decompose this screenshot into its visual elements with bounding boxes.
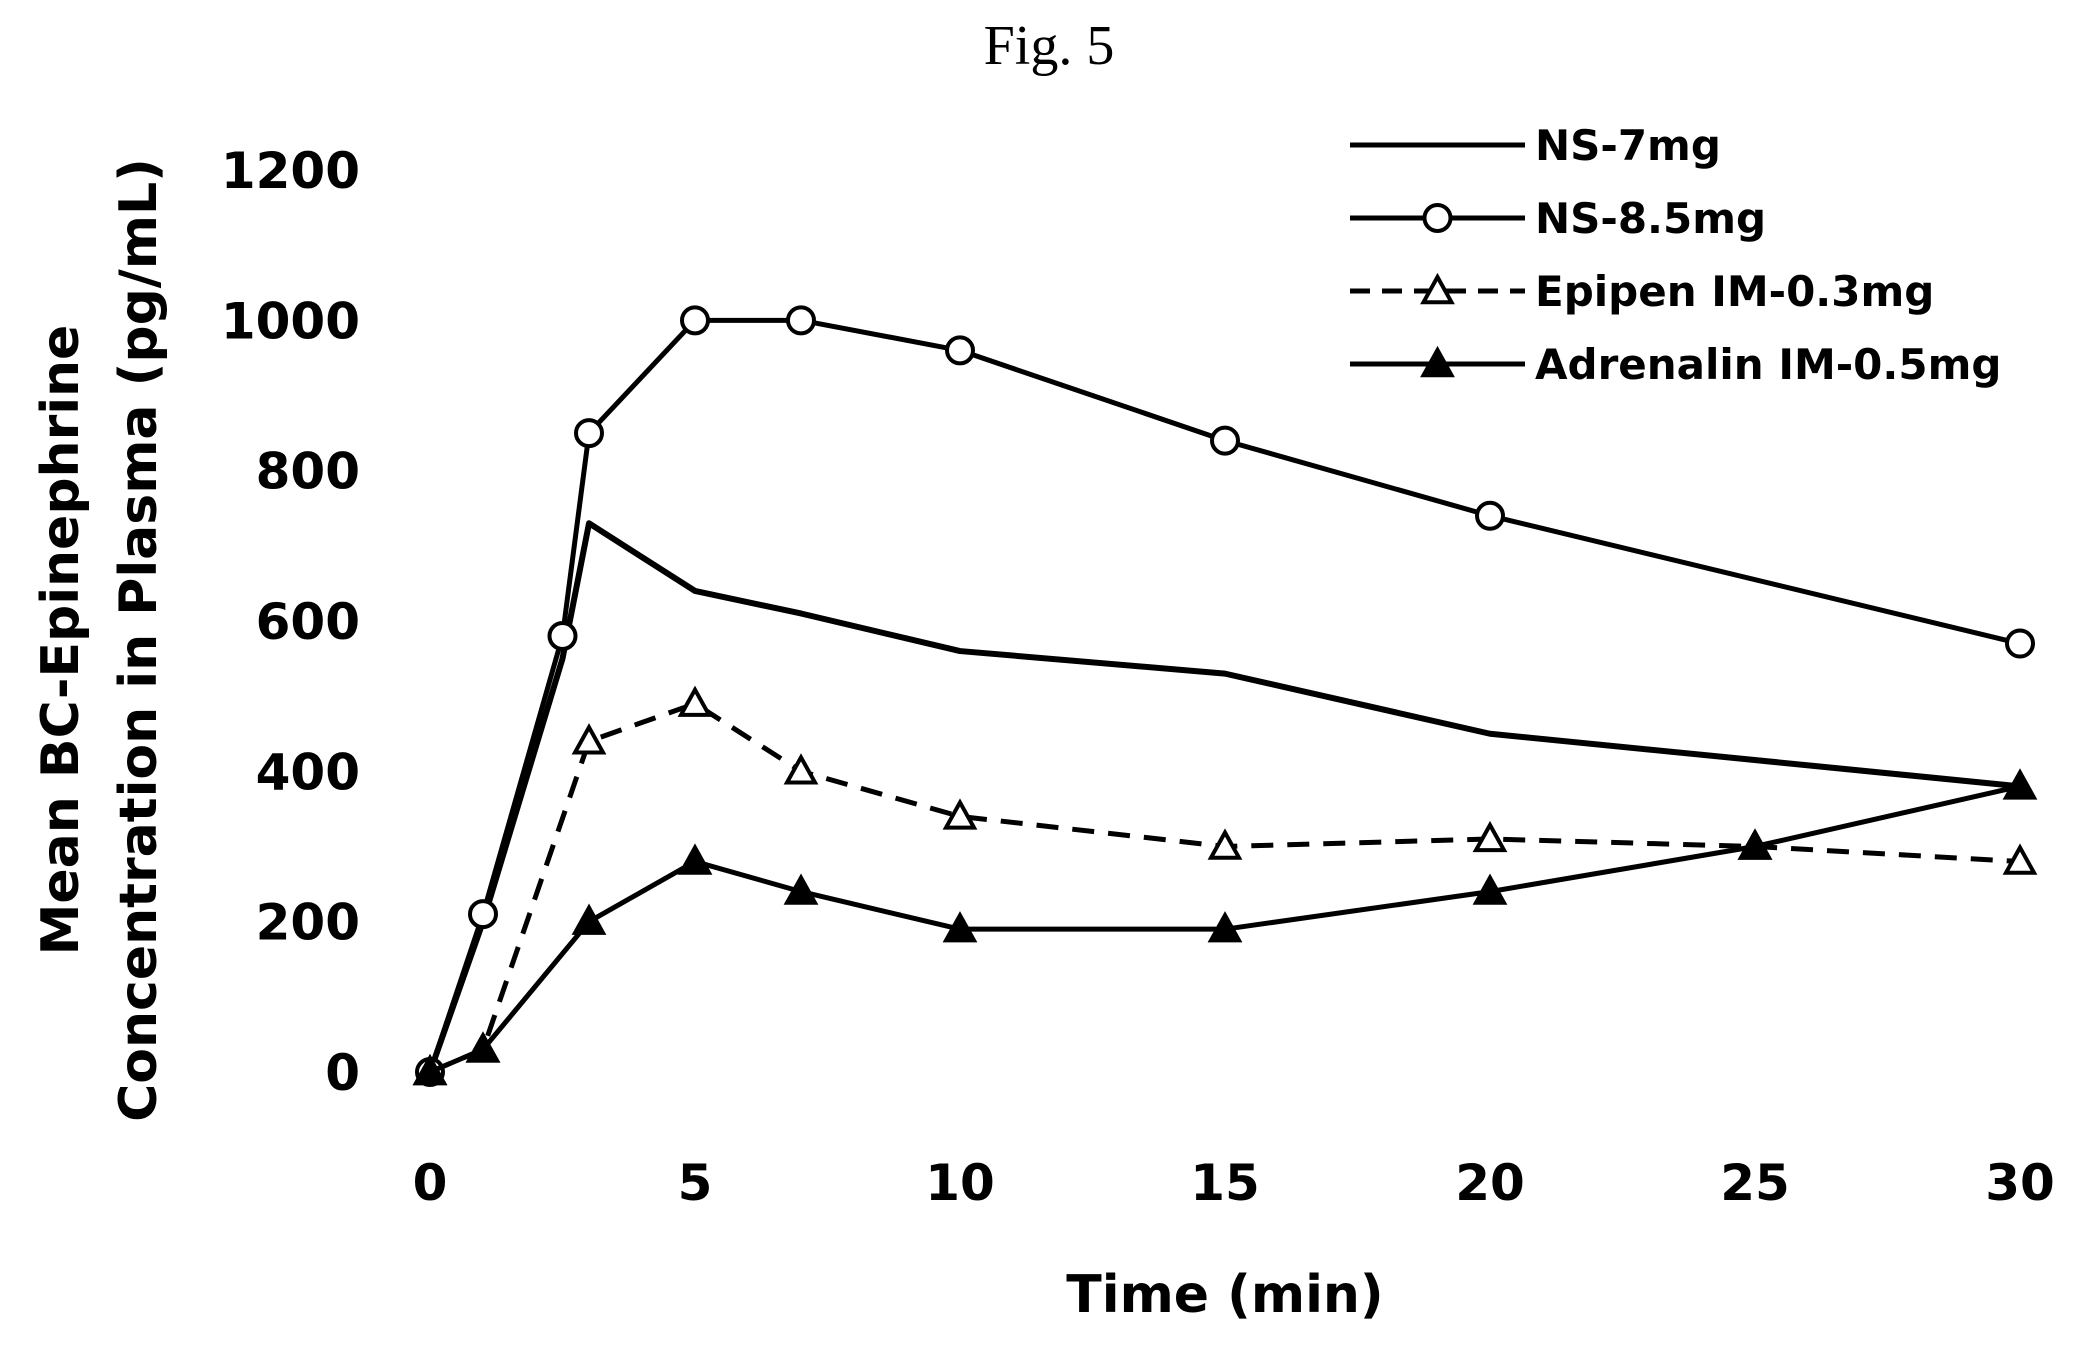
x-tick-label: 0 [413,1154,448,1212]
legend-item: NS-8.5mg [1350,194,1766,243]
series-adrenalin-im-0-5mg [412,768,2038,1086]
legend-label: NS-7mg [1535,121,1721,170]
data-point [468,899,498,930]
legend-item: Epipen IM-0.3mg [1350,267,1934,316]
legend-item: NS-7mg [1350,121,1721,170]
legend-label: NS-8.5mg [1535,194,1766,243]
x-tick-label: 25 [1720,1154,1790,1212]
data-point [1207,911,1243,943]
data-point [942,798,978,830]
y-axis-tick-labels: 0 200 400 600 800 1000 1200 [221,142,360,1102]
data-point [945,335,975,366]
x-tick-label: 10 [925,1154,995,1212]
series-epipen-im-0-3mg [412,685,2038,1086]
data-point [1210,425,1240,456]
data-point [942,911,978,943]
data-point [547,621,578,652]
data-point [677,685,713,717]
data-point [412,1053,448,1086]
data-point [465,1031,501,1063]
data-point [574,418,604,449]
x-tick-label: 5 [678,1154,713,1212]
legend: NS-7mg NS-8.5mg Epipen IM-0.3mg Adrenalin I… [1350,121,2001,389]
y-axis-title: Mean BC-Epinephrine Concentration in Plas… [31,158,169,1122]
y-tick-label: 1200 [221,142,360,200]
data-point [1420,345,1455,378]
y-tick-label: 800 [256,443,360,501]
data-point [1737,828,1773,860]
series-ns-8-5mg [415,305,2035,1087]
y-tick-label: 200 [256,894,360,952]
y-tick-label: 600 [256,593,360,651]
x-axis-title-text: Time (min) [1066,1265,1383,1325]
data-point [677,843,713,875]
data-point [1207,828,1243,860]
x-tick-label: 20 [1455,1154,1525,1212]
data-point [680,305,710,336]
data-point [1475,500,1505,531]
data-point [1420,272,1455,305]
data-point [2002,768,2038,800]
data-point [1472,873,1508,905]
x-tick-label: 15 [1190,1154,1260,1212]
legend-item: Adrenalin IM-0.5mg [1350,340,2001,389]
data-point [2005,628,2035,659]
x-axis-title: Time (min) [1066,1265,1383,1325]
data-point [786,305,816,336]
y-axis-title-line-2: Concentration in Plasma (pg/mL) [109,158,169,1122]
data-point [783,753,819,785]
data-point [2002,843,2038,875]
legend-label: Epipen IM-0.3mg [1535,267,1934,316]
figure-title: Fig. 5 [983,15,1115,77]
y-tick-label: 1000 [221,292,360,350]
x-axis-tick-labels: 0 5 10 15 20 25 30 [413,1154,2055,1212]
y-tick-label: 400 [256,743,360,801]
x-tick-label: 30 [1985,1154,2055,1212]
series-line [427,317,2021,1073]
data-point [1422,203,1453,233]
series-line [429,783,2021,1075]
data-point [571,903,607,935]
plot-series [412,305,2038,1087]
legend-label: Adrenalin IM-0.5mg [1535,340,2001,389]
series-line [427,520,2021,1073]
y-tick-label: 0 [325,1044,360,1102]
data-point [1472,820,1508,853]
series-ns-7mg [427,520,2021,1073]
y-axis-title-line-1: Mean BC-Epinephrine [31,325,91,956]
series-line [429,701,2021,1075]
data-point [571,723,607,755]
data-point [783,873,819,905]
